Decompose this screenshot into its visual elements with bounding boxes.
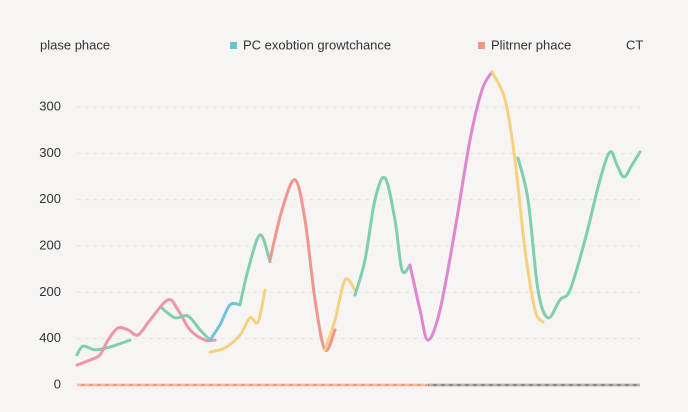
legend-label: Plitrner phace <box>491 37 571 52</box>
line-series <box>208 301 242 342</box>
line-series <box>353 175 412 297</box>
y-tick-label: 0 <box>54 376 61 391</box>
line-series <box>490 70 545 324</box>
line-series <box>238 233 272 307</box>
y-tick-label: 300 <box>39 145 61 160</box>
legend-label: PC exobtion growtchance <box>243 37 391 52</box>
line-series <box>160 306 212 342</box>
chart-title: plase phace <box>40 37 110 52</box>
line-series <box>75 338 132 357</box>
line-series <box>323 277 357 352</box>
legend-swatch <box>230 42 237 49</box>
y-tick-label: 300 <box>39 98 61 113</box>
y-tick-label: 200 <box>39 237 61 252</box>
legend-swatch <box>478 42 485 49</box>
y-tick-label: 200 <box>39 284 61 299</box>
y-tick-label: 400 <box>39 330 61 345</box>
line-series <box>408 70 494 342</box>
line-series <box>208 288 267 354</box>
corner-label: CT <box>626 37 643 52</box>
line-series <box>516 150 642 320</box>
y-tick-label: 200 <box>39 191 61 206</box>
line-series <box>75 298 217 367</box>
